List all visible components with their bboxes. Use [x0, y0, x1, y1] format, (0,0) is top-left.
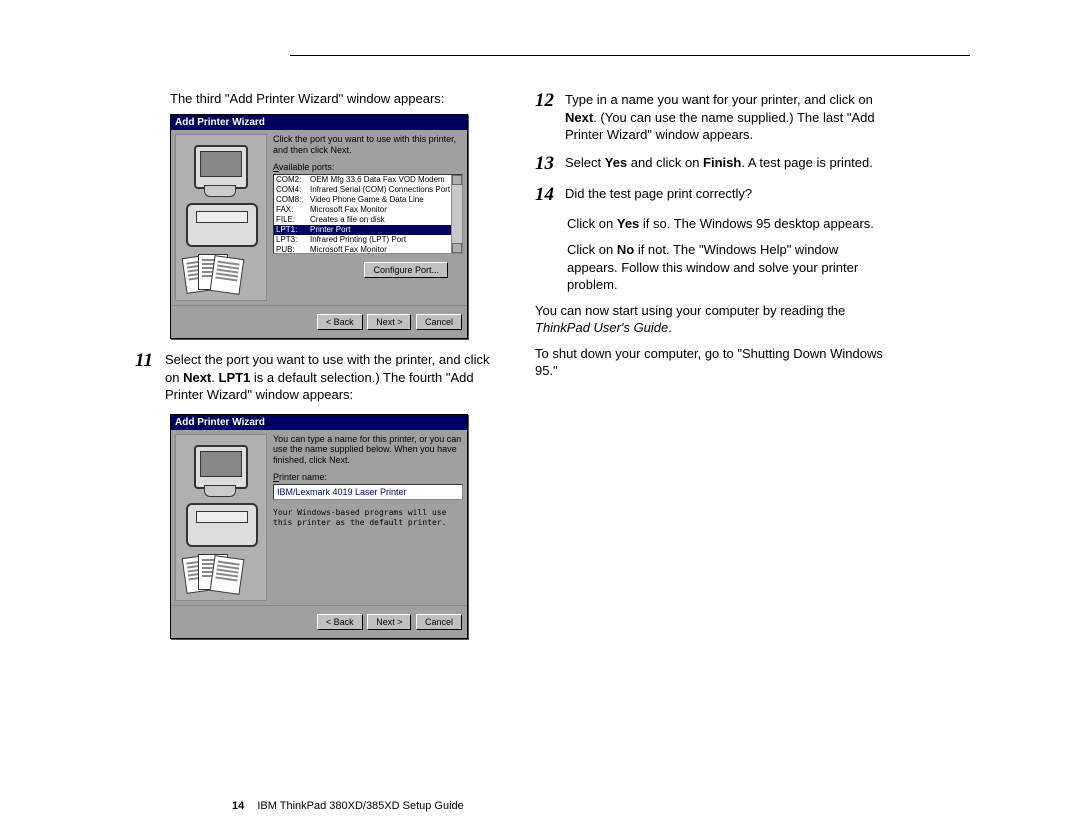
closing-1: You can now start using your computer by…: [535, 302, 890, 337]
printer-name-input[interactable]: IBM/Lexmark 4019 Laser Printer: [273, 484, 463, 500]
port-row[interactable]: COM2:OEM Mfg 33.6 Data Fax VOD Modem: [274, 175, 462, 185]
step-text: Select the port you want to use with the…: [165, 351, 490, 404]
intro-third: The third "Add Printer Wizard" window ap…: [170, 91, 490, 106]
next-button[interactable]: Next >: [367, 614, 411, 630]
ports-label: Available ports:: [273, 162, 463, 172]
scrollbar[interactable]: [451, 175, 462, 253]
step-number: 14: [535, 185, 565, 206]
next-button[interactable]: Next >: [367, 314, 411, 330]
port-row[interactable]: PUB:Microsoft Fax Monitor: [274, 245, 462, 254]
cancel-button[interactable]: Cancel: [416, 614, 462, 630]
configure-port-button[interactable]: Configure Port...: [364, 262, 448, 278]
step-13: 13 Select Yes and click on Finish. A tes…: [535, 154, 890, 175]
back-button[interactable]: < Back: [317, 614, 363, 630]
add-printer-wizard-name-dialog: Add Printer Wizard You can type a name f…: [170, 414, 468, 639]
port-row[interactable]: LPT1:Printer Port: [274, 225, 462, 235]
footer-title: IBM ThinkPad 380XD/385XD Setup Guide: [257, 800, 463, 812]
step-12: 12 Type in a name you want for your prin…: [535, 91, 890, 144]
cancel-button[interactable]: Cancel: [416, 314, 462, 330]
step-14-no: Click on No if not. The "Windows Help" w…: [567, 241, 890, 294]
step-text: Select Yes and click on Finish. A test p…: [565, 154, 890, 172]
back-button[interactable]: < Back: [317, 314, 363, 330]
page-footer: 14 IBM ThinkPad 380XD/385XD Setup Guide: [232, 800, 464, 812]
wizard-graphic: [175, 134, 267, 301]
step-number: 12: [535, 91, 565, 112]
port-row[interactable]: FILE:Creates a file on disk: [274, 215, 462, 225]
step-text: Type in a name you want for your printer…: [565, 91, 890, 144]
dialog-title: Add Printer Wizard: [171, 115, 467, 130]
step-14: 14 Did the test page print correctly?: [535, 185, 890, 206]
add-printer-wizard-ports-dialog: Add Printer Wizard Click the port you wa…: [170, 114, 468, 339]
port-row[interactable]: FAX:Microsoft Fax Monitor: [274, 205, 462, 215]
dialog-instruction: You can type a name for this printer, or…: [273, 434, 463, 466]
step-14-yes: Click on Yes if so. The Windows 95 deskt…: [567, 215, 890, 233]
port-row[interactable]: COM8:Video Phone Game & Data Line: [274, 195, 462, 205]
horizontal-rule: [290, 55, 970, 56]
dialog-title: Add Printer Wizard: [171, 415, 467, 430]
default-printer-text: Your Windows-based programs will use thi…: [273, 508, 463, 527]
step-11: 11 Select the port you want to use with …: [135, 351, 490, 404]
step-number: 13: [535, 154, 565, 175]
port-row[interactable]: LPT3:Infrared Printing (LPT) Port: [274, 235, 462, 245]
dialog-instruction: Click the port you want to use with this…: [273, 134, 463, 156]
printer-name-label: Printer name:: [273, 472, 463, 482]
right-column: 12 Type in a name you want for your prin…: [535, 91, 890, 651]
ports-listbox[interactable]: COM2:OEM Mfg 33.6 Data Fax VOD ModemCOM4…: [273, 174, 463, 254]
step-number: 11: [135, 351, 165, 372]
wizard-graphic: [175, 434, 267, 601]
port-row[interactable]: COM4:Infrared Serial (COM) Connections P…: [274, 185, 462, 195]
page-number: 14: [232, 800, 244, 812]
step-text: Did the test page print correctly?: [565, 185, 890, 203]
left-column: The third "Add Printer Wizard" window ap…: [135, 91, 490, 651]
closing-2: To shut down your computer, go to "Shutt…: [535, 345, 890, 380]
